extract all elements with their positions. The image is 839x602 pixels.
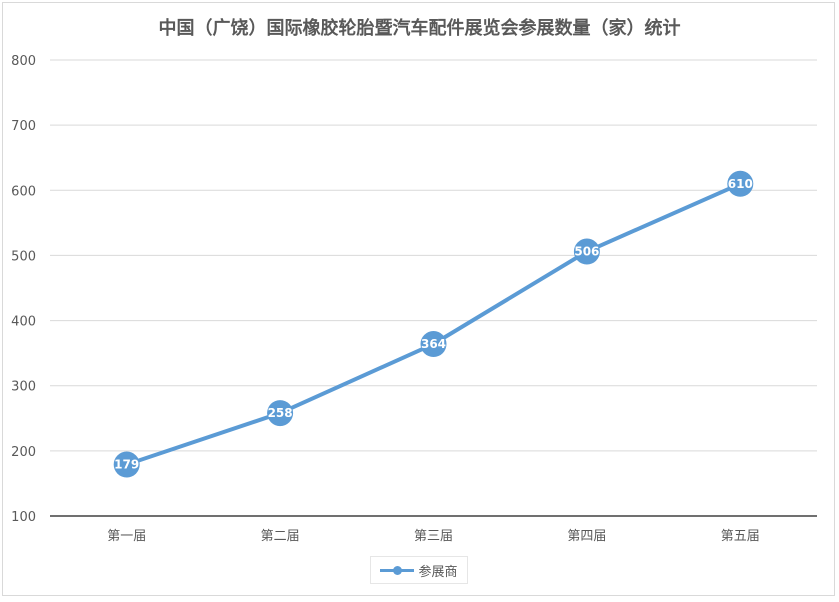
- chart-title: 中国（广饶）国际橡胶轮胎暨汽车配件展览会参展数量（家）统计: [158, 18, 681, 39]
- x-tick-label: 第五届: [721, 529, 760, 544]
- y-tick-label: 400: [11, 315, 36, 330]
- legend-marker: [380, 565, 415, 575]
- x-tick-label: 第一届: [107, 529, 146, 544]
- x-tick-label: 第二届: [261, 529, 300, 544]
- data-label: 179: [114, 458, 139, 472]
- series-line: [126, 181, 742, 467]
- y-tick-label: 700: [11, 119, 36, 134]
- data-label: 364: [421, 337, 446, 351]
- y-tick-label: 300: [11, 380, 36, 395]
- y-tick-label: 500: [11, 249, 36, 264]
- y-tick-label: 600: [11, 184, 36, 199]
- y-tick-label: 800: [11, 54, 36, 69]
- data-label: 258: [268, 406, 293, 420]
- chart-frame: [2, 2, 835, 596]
- data-label: 610: [728, 177, 753, 191]
- y-tick-label: 200: [11, 445, 36, 460]
- x-tick-label: 第四届: [567, 529, 606, 544]
- data-label: 506: [574, 245, 599, 259]
- legend-label: 参展商: [418, 564, 458, 580]
- legend: 参展商: [370, 556, 468, 584]
- data-point: [267, 400, 294, 427]
- x-tick-label: 第三届: [414, 529, 453, 544]
- y-tick-label: 100: [11, 510, 36, 525]
- data-point: [727, 170, 754, 197]
- data-point: [420, 331, 447, 358]
- data-point: [113, 451, 140, 478]
- data-point: [573, 238, 600, 265]
